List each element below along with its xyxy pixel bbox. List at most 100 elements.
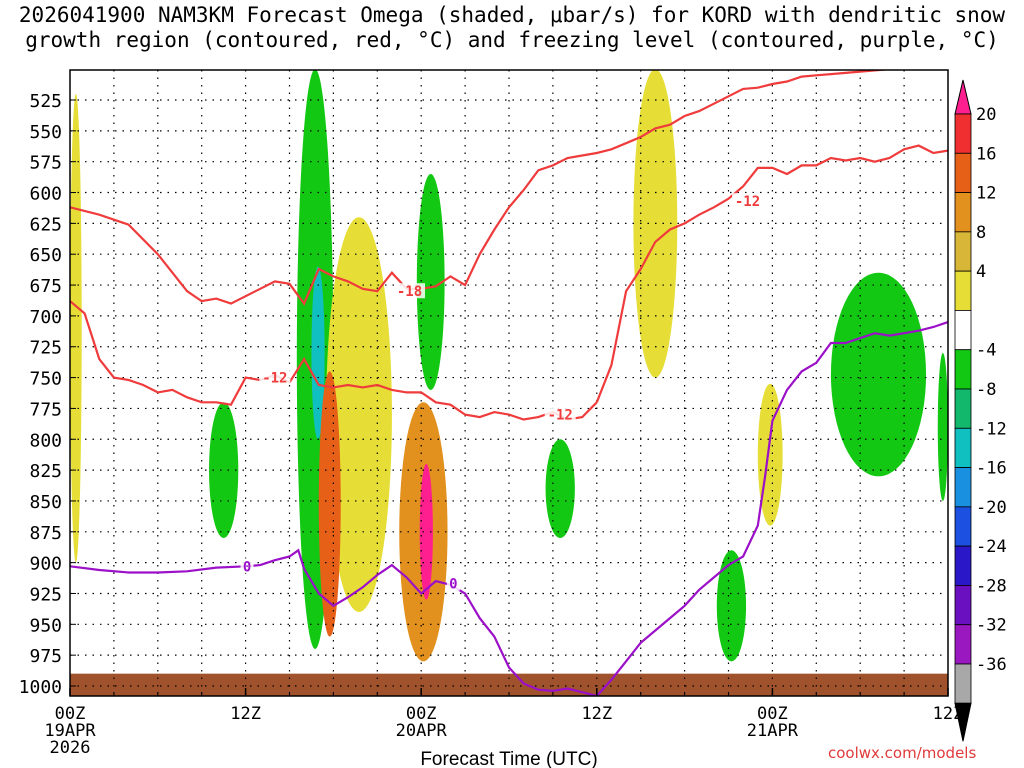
colorbar-swatch-14 (954, 624, 972, 665)
y-tick-label-900: 900 (29, 554, 62, 575)
contour--12-upper (595, 144, 948, 403)
omega-region-3 (416, 174, 445, 390)
colorbar-label-2: 12 (976, 184, 996, 204)
y-tick-label-550: 550 (29, 122, 62, 143)
axes: 525 550 575 600 625 650 675 700 725 750 775 800 825 8… (19, 91, 964, 758)
x-tick-label-4-0: 00Z (757, 704, 788, 724)
omega-region-5 (716, 550, 747, 662)
colorbar: 20 16 12 8 4 -4 -8 -12 -16 -20 -24 -28 -32 -36 (954, 79, 1007, 742)
colorbar-label-1: 16 (976, 144, 996, 164)
omega-region-9 (326, 217, 392, 612)
colorbar-label-7: -12 (976, 419, 1007, 439)
ground-layer (70, 673, 948, 696)
colorbar-swatch-2 (954, 152, 972, 193)
colorbar-bottom-arrow (954, 702, 972, 742)
y-tick-label-700: 700 (29, 307, 62, 328)
contour-label-5: 0 (449, 577, 457, 593)
colorbar-swatch-8 (954, 388, 972, 429)
credit-link[interactable]: coolwx.com/models (828, 744, 977, 762)
colorbar-label-5: -4 (976, 341, 996, 361)
omega-region-2 (209, 402, 239, 538)
colorbar-label-0: 20 (976, 105, 996, 125)
x-tick-label-0-2: 2026 (50, 738, 91, 758)
colorbar-label-8: -16 (976, 459, 1007, 479)
contour-label-1: -12 (735, 194, 760, 210)
colorbar-swatch-10 (954, 467, 972, 508)
colorbar-swatch-3 (954, 192, 972, 233)
x-tick-label-5-0: 12Z (933, 704, 964, 724)
colorbar-swatch-5 (954, 270, 972, 311)
y-tick-label-850: 850 (29, 492, 62, 513)
colorbar-swatch-1 (954, 113, 972, 154)
colorbar-label-12: -32 (976, 616, 1007, 636)
omega-region-4 (545, 439, 575, 538)
y-tick-label-975: 975 (29, 646, 62, 667)
x-axis-label: Forecast Time (UTC) (420, 749, 597, 768)
contour-0 (70, 321, 948, 696)
y-tick-label-825: 825 (29, 461, 62, 482)
colorbar-label-13: -36 (976, 655, 1007, 675)
contour-label-bg-2 (259, 369, 291, 385)
colorbar-label-9: -20 (976, 498, 1007, 518)
contour-label-0: -18 (397, 284, 422, 300)
colorbar-swatch-6 (954, 310, 972, 351)
colorbar-swatch-7 (954, 349, 972, 390)
colorbar-swatch-13 (954, 585, 972, 626)
x-tick-label-0-1: 19APR (44, 721, 96, 741)
omega-region-13 (318, 371, 341, 637)
x-tick-label-0-0: 00Z (55, 704, 86, 724)
y-tick-label-925: 925 (29, 584, 62, 605)
y-tick-label-675: 675 (29, 276, 62, 297)
omega-region-1 (311, 266, 325, 440)
x-tick-label-1-0: 12Z (230, 704, 261, 724)
y-tick-label-800: 800 (29, 430, 62, 451)
omega-shading (70, 70, 948, 662)
x-tick-label-3-0: 12Z (581, 704, 612, 724)
contour-label-bg-4 (240, 558, 254, 574)
omega-region-11 (419, 463, 433, 600)
y-tick-label-575: 575 (29, 153, 62, 174)
ground-surface (70, 673, 948, 696)
y-tick-label-750: 750 (29, 369, 62, 390)
colorbar-label-11: -28 (976, 576, 1007, 596)
colorbar-swatch-9 (954, 427, 972, 468)
omega-region-7 (937, 352, 948, 501)
y-tick-label-600: 600 (29, 184, 62, 205)
contour-label-bg-5 (446, 575, 460, 591)
contour-label-bg-0 (393, 283, 425, 299)
y-tick-label-875: 875 (29, 523, 62, 544)
omega-region-6 (830, 272, 927, 477)
y-tick-label-525: 525 (29, 91, 62, 112)
colorbar-label-4: 4 (976, 262, 986, 282)
contour--18 (70, 70, 948, 306)
y-tick-label-625: 625 (29, 214, 62, 235)
chart-title: 2026041900 NAM3KM Forecast Omega (shaded… (18, 3, 1018, 52)
colorbar-swatch-12 (954, 545, 972, 586)
colorbar-swatch-11 (954, 506, 972, 547)
y-tick-label-725: 725 (29, 338, 62, 359)
plot-frame (69, 69, 949, 697)
x-tick-label-2-1: 20APR (396, 721, 448, 741)
colorbar-swatch-15 (954, 663, 972, 704)
colorbar-swatch-4 (954, 231, 972, 272)
x-tick-label-2-0: 00Z (406, 704, 437, 724)
contour-label-3: -12 (548, 408, 573, 424)
colorbar-top-arrow (954, 79, 972, 115)
grid (70, 70, 948, 696)
temperature-contours: -18 -12 -12 -12 0 0 (70, 70, 948, 696)
contour-label-bg-1 (732, 193, 764, 209)
contour-label-4: 0 (243, 559, 251, 575)
y-tick-label-775: 775 (29, 399, 62, 420)
colorbar-label-6: -8 (976, 380, 996, 400)
contour--12-lower (70, 300, 598, 421)
omega-region-8 (70, 93, 82, 563)
y-tick-label-650: 650 (29, 245, 62, 266)
y-tick-label-950: 950 (29, 615, 62, 636)
colorbar-label-10: -24 (976, 537, 1007, 557)
x-tick-label-4-1: 21APR (747, 721, 799, 741)
colorbar-label-3: 8 (976, 223, 986, 243)
y-tick-label-1000: 1000 (19, 677, 62, 698)
contour-label-2: -12 (262, 371, 287, 387)
contour-label-bg-3 (544, 406, 576, 422)
